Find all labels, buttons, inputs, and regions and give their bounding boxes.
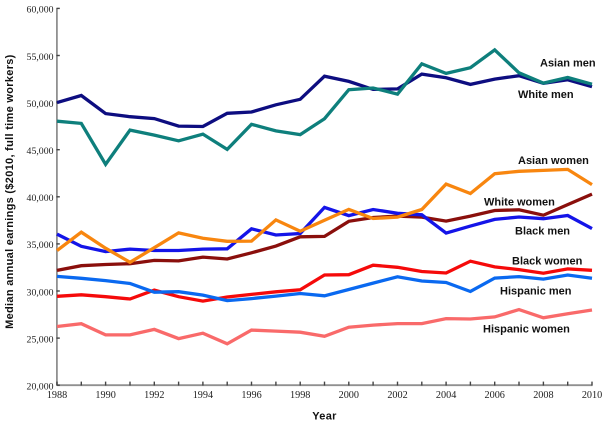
svg-text:50,000: 50,000 xyxy=(27,99,54,110)
svg-text:20,000: 20,000 xyxy=(27,382,54,393)
svg-text:1988: 1988 xyxy=(47,390,67,401)
svg-text:45,000: 45,000 xyxy=(27,146,54,157)
svg-text:1998: 1998 xyxy=(290,390,310,401)
svg-text:2004: 2004 xyxy=(436,390,456,401)
svg-text:Hispanic women: Hispanic women xyxy=(483,323,570,335)
svg-text:35,000: 35,000 xyxy=(27,240,54,251)
svg-text:2006: 2006 xyxy=(485,390,505,401)
svg-text:Black men: Black men xyxy=(515,226,570,238)
svg-text:2002: 2002 xyxy=(387,390,407,401)
svg-text:2008: 2008 xyxy=(533,390,553,401)
svg-text:Hispanic men: Hispanic men xyxy=(500,286,572,298)
svg-text:Asian men: Asian men xyxy=(540,58,596,70)
svg-text:40,000: 40,000 xyxy=(27,193,54,204)
svg-text:60,000: 60,000 xyxy=(27,5,54,16)
svg-text:1996: 1996 xyxy=(241,390,261,401)
svg-text:25,000: 25,000 xyxy=(27,334,54,345)
svg-text:White women: White women xyxy=(484,197,555,209)
svg-text:1994: 1994 xyxy=(193,390,213,401)
svg-text:Black women: Black women xyxy=(512,256,583,268)
svg-text:1990: 1990 xyxy=(95,390,115,401)
svg-text:Year: Year xyxy=(312,411,337,423)
svg-text:Asian women: Asian women xyxy=(518,155,589,167)
svg-text:55,000: 55,000 xyxy=(27,52,54,63)
svg-text:Median annual earnings ($2010,: Median annual earnings ($2010, full time… xyxy=(4,54,16,329)
svg-text:White men: White men xyxy=(518,89,574,101)
svg-text:1992: 1992 xyxy=(144,390,164,401)
svg-text:2000: 2000 xyxy=(339,390,359,401)
svg-text:2010: 2010 xyxy=(582,390,602,401)
svg-text:30,000: 30,000 xyxy=(27,287,54,298)
